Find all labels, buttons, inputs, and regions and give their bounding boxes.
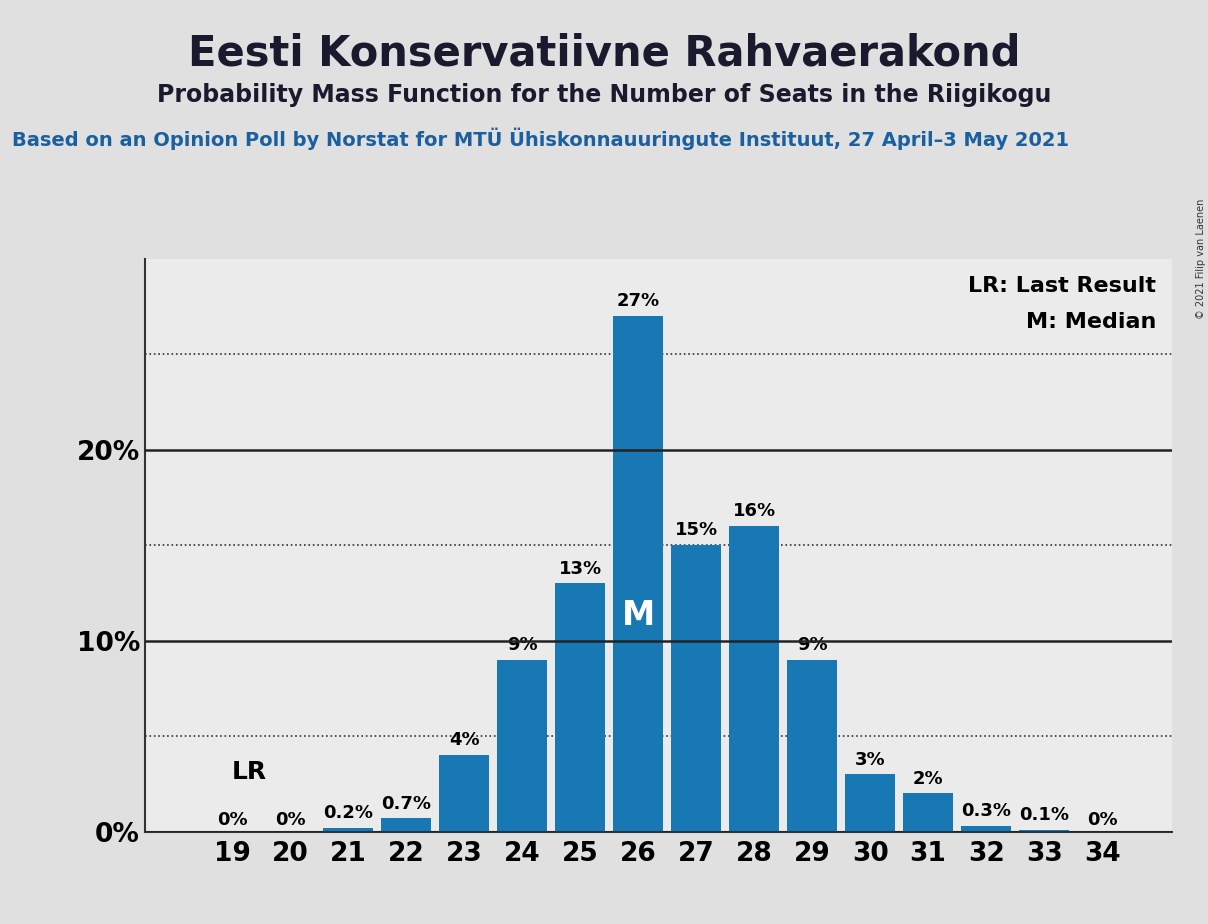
- Text: Based on an Opinion Poll by Norstat for MTÜ Ühiskonnauuringute Instituut, 27 Apr: Based on an Opinion Poll by Norstat for …: [12, 128, 1069, 150]
- Bar: [730, 526, 779, 832]
- Text: 0.1%: 0.1%: [1020, 806, 1069, 824]
- Text: 16%: 16%: [732, 503, 776, 520]
- Text: 0%: 0%: [274, 810, 306, 829]
- Bar: [498, 660, 547, 832]
- Text: 2%: 2%: [913, 770, 943, 787]
- Bar: [904, 794, 953, 832]
- Text: Eesti Konservatiivne Rahvaerakond: Eesti Konservatiivne Rahvaerakond: [187, 32, 1021, 74]
- Text: 9%: 9%: [506, 636, 538, 654]
- Text: LR: Last Result
M: Median: LR: Last Result M: Median: [969, 276, 1156, 332]
- Text: 15%: 15%: [674, 521, 718, 540]
- Text: 0.7%: 0.7%: [381, 795, 431, 812]
- Text: M: M: [621, 599, 655, 631]
- Text: Probability Mass Function for the Number of Seats in the Riigikogu: Probability Mass Function for the Number…: [157, 83, 1051, 107]
- Text: 27%: 27%: [616, 292, 660, 310]
- Text: 0.3%: 0.3%: [962, 802, 1011, 821]
- Text: 4%: 4%: [448, 732, 480, 749]
- Text: 9%: 9%: [797, 636, 827, 654]
- Text: © 2021 Filip van Laenen: © 2021 Filip van Laenen: [1196, 199, 1206, 319]
- Text: LR: LR: [232, 760, 267, 784]
- Text: 0%: 0%: [1087, 810, 1117, 829]
- Bar: [382, 819, 431, 832]
- Bar: [846, 774, 895, 832]
- Bar: [672, 545, 721, 832]
- Bar: [962, 826, 1011, 832]
- Bar: [324, 828, 372, 832]
- Text: 0%: 0%: [216, 810, 248, 829]
- Bar: [614, 316, 663, 832]
- Text: 0.2%: 0.2%: [323, 804, 373, 822]
- Bar: [556, 583, 605, 832]
- Text: 13%: 13%: [558, 560, 602, 578]
- Bar: [788, 660, 837, 832]
- Bar: [440, 755, 489, 832]
- Text: 3%: 3%: [855, 750, 885, 769]
- Bar: [1020, 830, 1069, 832]
